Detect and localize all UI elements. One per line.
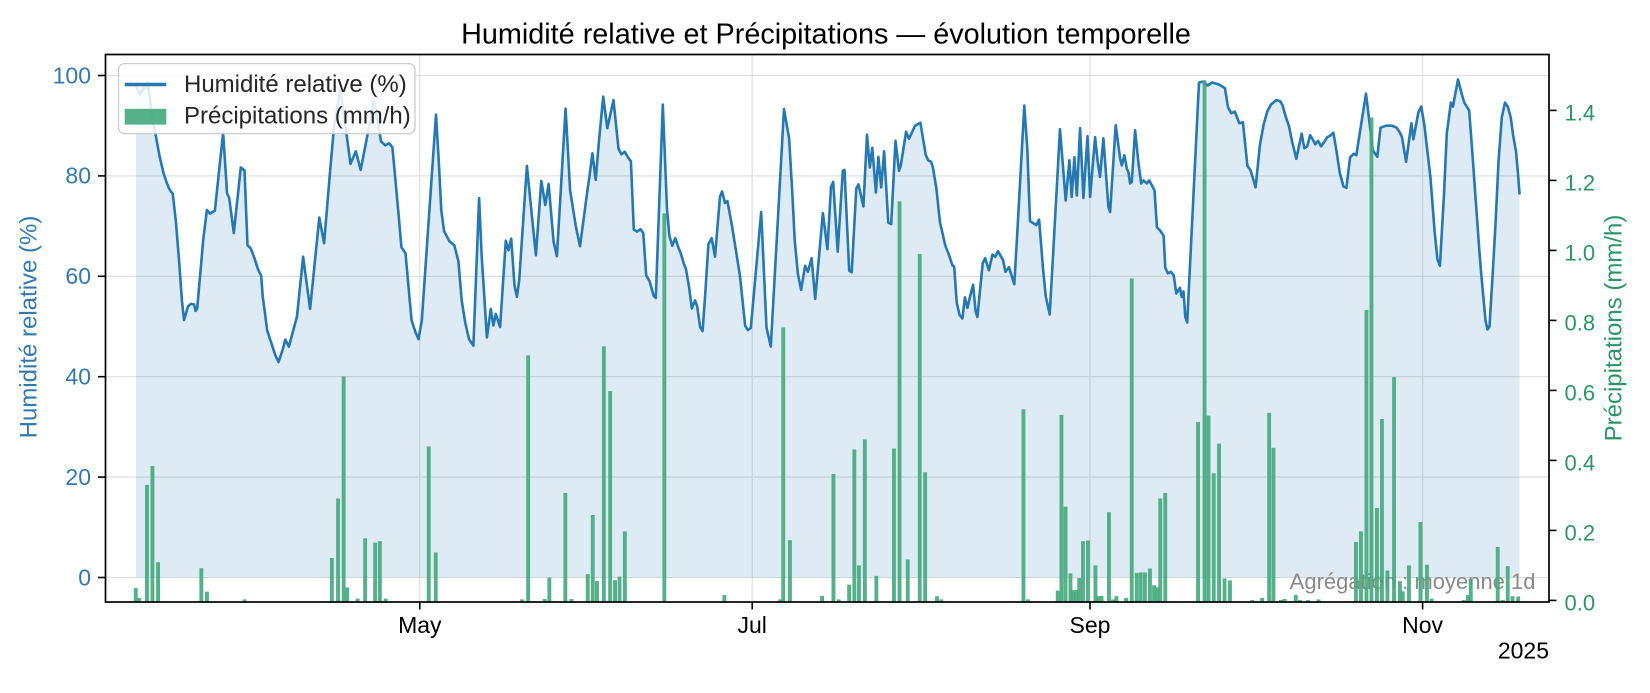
svg-text:0.2: 0.2 (1565, 520, 1596, 545)
svg-text:Nov: Nov (1402, 612, 1443, 638)
svg-text:1.2: 1.2 (1565, 170, 1596, 195)
svg-text:60: 60 (65, 263, 91, 289)
svg-text:Humidité relative et Précipita: Humidité relative et Précipitations — év… (461, 19, 1191, 51)
svg-text:Précipitations (mm/h): Précipitations (mm/h) (184, 103, 411, 130)
svg-text:Agrégation : moyenne 1d: Agrégation : moyenne 1d (1290, 569, 1536, 594)
svg-text:Humidité relative (%): Humidité relative (%) (16, 216, 43, 439)
svg-text:0.6: 0.6 (1565, 380, 1596, 405)
svg-text:0.4: 0.4 (1565, 450, 1596, 475)
svg-text:Sep: Sep (1070, 612, 1111, 638)
svg-text:40: 40 (65, 364, 91, 390)
svg-text:0: 0 (78, 564, 91, 590)
svg-text:Humidité relative (%): Humidité relative (%) (184, 71, 407, 98)
svg-text:80: 80 (65, 163, 91, 189)
svg-text:1.0: 1.0 (1565, 240, 1596, 265)
svg-text:1.4: 1.4 (1565, 100, 1596, 125)
svg-text:100: 100 (53, 62, 91, 88)
svg-text:2025: 2025 (1498, 638, 1549, 664)
svg-text:Précipitations (mm/h): Précipitations (mm/h) (1601, 215, 1628, 442)
svg-text:20: 20 (65, 464, 91, 490)
svg-text:0.8: 0.8 (1565, 310, 1596, 335)
svg-text:May: May (398, 612, 442, 638)
svg-text:0.0: 0.0 (1565, 590, 1596, 615)
svg-text:Jul: Jul (737, 612, 766, 638)
